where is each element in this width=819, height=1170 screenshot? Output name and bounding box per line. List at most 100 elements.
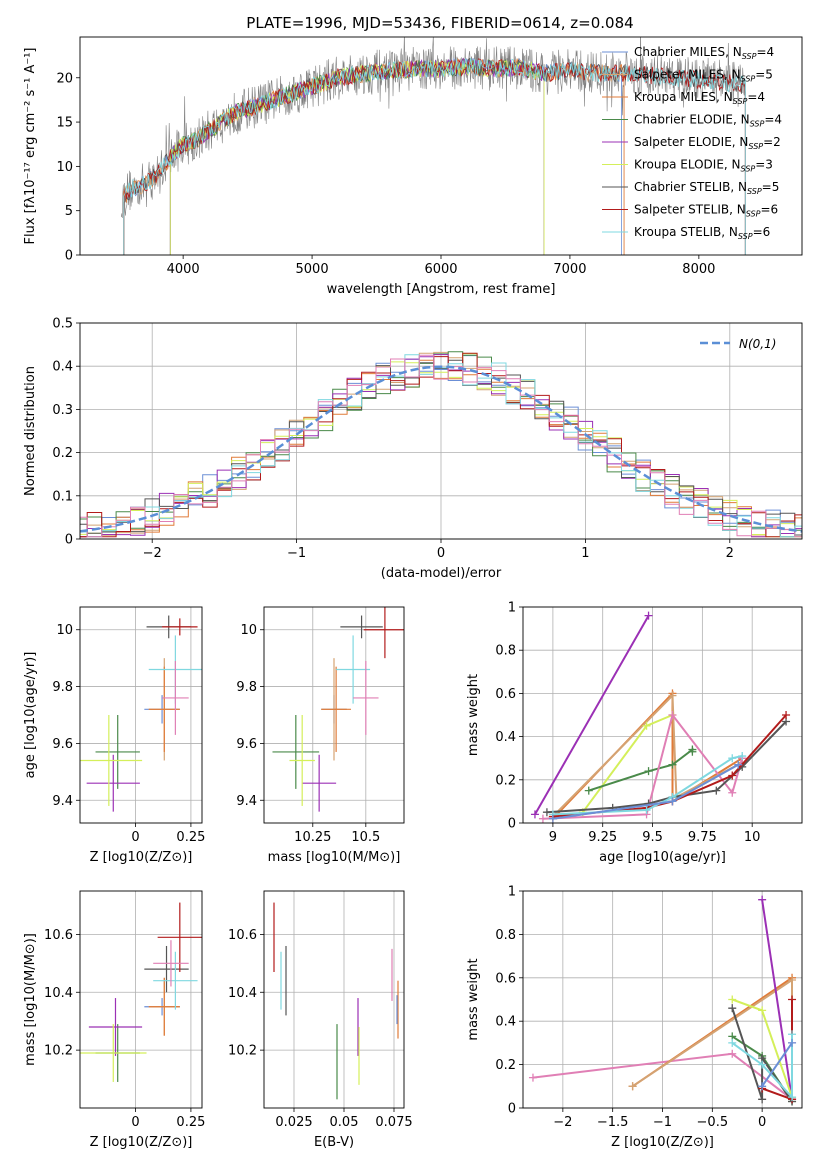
legend-value: =4: [747, 90, 765, 104]
weight-marker: [712, 786, 721, 795]
x-tick-label: −2: [143, 546, 162, 561]
y-tick-label: 0.4: [495, 1015, 516, 1030]
x-tick-label: −1.5: [597, 1115, 629, 1130]
legend-subscript: SSP: [750, 120, 765, 129]
residual-histogram: [80, 352, 802, 538]
residual-histogram-panel: −2 −1 0 1 2 0 0.1 0.2 0.3 0.4 0.5 (data-model)/erro…: [23, 317, 803, 581]
model-spectrum: [169, 59, 545, 255]
y-tick-label: 0.4: [495, 730, 516, 745]
x-tick-label: 7000: [553, 262, 586, 277]
legend-entry: Salpeter MILES, NSSP=5: [634, 68, 773, 84]
model-spectrum: [123, 57, 746, 255]
weight-lines: [528, 895, 797, 1106]
y-tick-label: 10.4: [228, 986, 257, 1001]
x-axis-label: mass [log10(M/M⊙)]: [268, 850, 401, 865]
legend-subscript: SSP: [746, 210, 761, 219]
weight-marker: [548, 814, 557, 823]
x-tick-label: 5000: [296, 262, 329, 277]
spectrum-panel: 4000 5000 6000 7000 8000 0 5 10 15 20 wavelength […: [23, 36, 803, 297]
x-axis-label: E(B-V): [314, 1135, 354, 1150]
y-axis-label: mass [log10(M/M⊙)]: [23, 933, 38, 1066]
x-tick-label: 0.05: [330, 1115, 359, 1130]
legend-label: Chabrier ELODIE, N: [634, 113, 750, 127]
y-tick-label: 0: [65, 533, 73, 548]
legend-entry: Kroupa ELODIE, NSSP=3: [634, 158, 773, 174]
mass-vs-ebv-panel: 0.025 0.05 0.075 10.2 10.4 10.6 E(B-V): [228, 890, 413, 1150]
weight-marker: [728, 754, 737, 763]
x-tick-label: 6000: [424, 262, 457, 277]
x-axis-label: wavelength [Angstrom, rest frame]: [327, 282, 556, 297]
x-tick-label: 0.25: [176, 830, 205, 845]
y-tick-label: 9.4: [236, 794, 257, 809]
y-tick-label: 0.6: [495, 687, 516, 702]
y-tick-label: 10: [240, 623, 257, 638]
weight-marker: [584, 786, 593, 795]
weight-marker: [668, 711, 677, 719]
x-tick-label: 8000: [682, 262, 715, 277]
legend-label: Salpeter STELIB, N: [634, 203, 746, 217]
y-tick-label: 1: [508, 601, 516, 616]
x-tick-label: 0.075: [375, 1115, 412, 1130]
weight-marker: [644, 767, 653, 776]
y-axis-label: Normed distribution: [23, 366, 38, 496]
legend-label: Kroupa MILES, N: [634, 90, 733, 104]
model-spectrum: [123, 57, 625, 255]
axes-frame: [79, 606, 203, 824]
y-tick-label: 0.6: [495, 971, 516, 986]
weight-marker: [628, 1082, 637, 1091]
y-tick-label: 10.4: [44, 986, 73, 1001]
y-tick-label: 15: [56, 116, 73, 131]
y-axis-label: mass weight: [466, 958, 481, 1040]
y-tick-label: 10.6: [228, 928, 257, 943]
legend-subscript: SSP: [741, 75, 756, 84]
weight-marker: [728, 788, 737, 797]
x-tick-label: 2: [726, 546, 734, 561]
y-tick-label: 9.8: [236, 680, 257, 695]
weight-marker: [644, 611, 653, 620]
legend-entry: Kroupa STELIB, NSSP=6: [634, 225, 770, 241]
x-tick-label: 0: [131, 1115, 139, 1130]
residual-histogram: [80, 353, 802, 538]
mass-vs-metallicity-panel: 0 0.25 10.2 10.4 10.6 Z [log10(Z/Z⊙)] mass [lo…: [23, 890, 205, 1150]
weight-line: [552, 690, 743, 820]
errorbars: [272, 607, 404, 812]
gaussian-curve: [80, 365, 802, 533]
y-tick-label: 10: [56, 160, 73, 175]
legend-value: =4: [756, 45, 774, 59]
weight-marker: [788, 1038, 797, 1047]
x-tick-label: 0: [437, 546, 445, 561]
legend-entry: Chabrier STELIB, NSSP=5: [634, 180, 779, 196]
weight-marker: [668, 691, 677, 700]
x-tick-label: 9.75: [688, 830, 717, 845]
x-axis-label: (data-model)/error: [381, 566, 502, 581]
y-tick-label: 9.4: [52, 794, 73, 809]
weight-line: [761, 1042, 793, 1087]
y-axis-label: Flux [fλ10⁻¹⁷ erg cm⁻² s⁻¹ A⁻¹]: [23, 48, 38, 245]
weight-marker: [530, 810, 539, 819]
y-tick-label: 10: [56, 623, 73, 638]
y-axis-label: mass weight: [466, 674, 481, 756]
legend-label: Chabrier MILES, N: [634, 45, 742, 59]
weight-marker: [668, 797, 677, 806]
spectrum-lines: [121, 37, 746, 255]
x-tick-label: 1: [581, 546, 589, 561]
legend-label: Salpeter MILES, N: [634, 68, 741, 82]
weight-marker: [668, 760, 677, 769]
x-tick-label: 0: [131, 830, 139, 845]
weight-vs-age-panel: 9 9.25 9.5 9.75 10 0 0.2 0.4 0.6 0.8 1 age [log10(a…: [466, 601, 803, 865]
weight-line: [534, 615, 650, 815]
axes-frame: [263, 890, 405, 1109]
x-tick-label: 9.25: [588, 830, 617, 845]
x-tick-label: 4000: [167, 262, 200, 277]
y-tick-label: 0: [508, 817, 516, 832]
y-axis-label: age [log10(age/yr)]: [23, 652, 38, 779]
weight-marker: [758, 1082, 767, 1091]
weight-marker: [758, 1006, 767, 1015]
weight-line: [731, 1034, 793, 1100]
x-tick-label: 9: [549, 830, 557, 845]
weight-marker: [788, 995, 797, 1004]
y-tick-label: 20: [56, 71, 73, 86]
weight-marker: [728, 1004, 737, 1013]
legend-value: =2: [763, 135, 781, 149]
